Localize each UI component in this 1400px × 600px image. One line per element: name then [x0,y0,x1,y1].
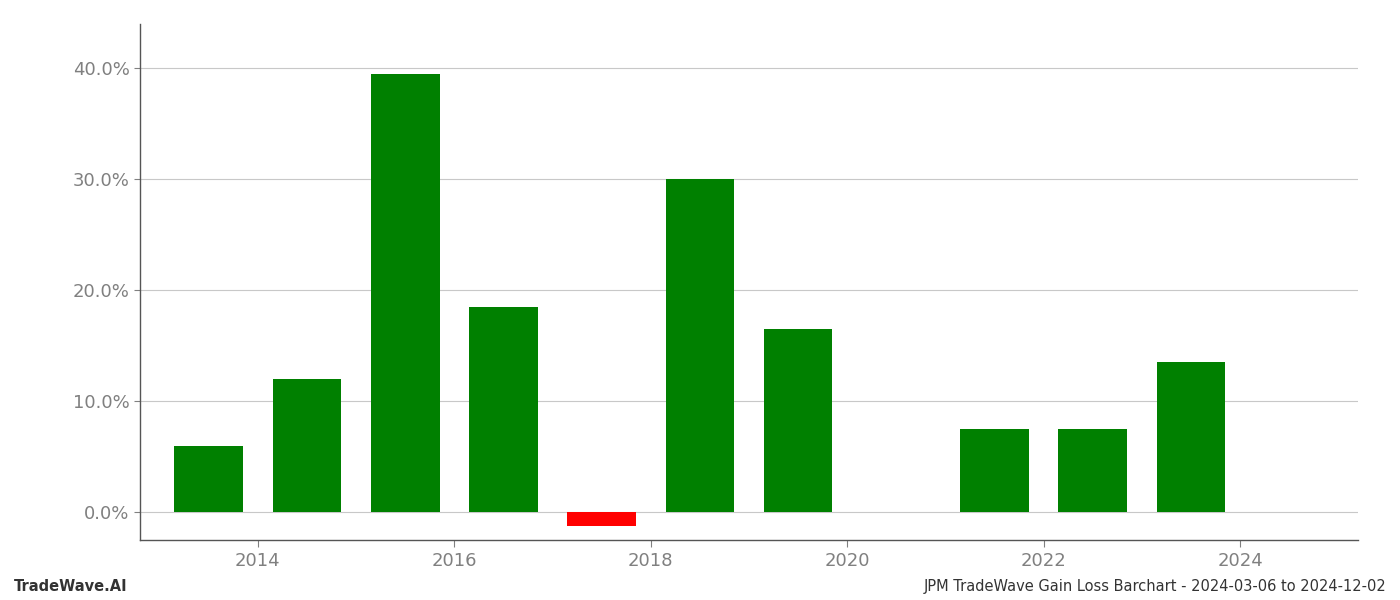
Bar [665,179,734,512]
Bar [960,429,1029,512]
Text: JPM TradeWave Gain Loss Barchart - 2024-03-06 to 2024-12-02: JPM TradeWave Gain Loss Barchart - 2024-… [923,579,1386,594]
Bar [567,512,636,526]
Bar [273,379,342,512]
Bar [1058,429,1127,512]
Bar [371,74,440,512]
Text: TradeWave.AI: TradeWave.AI [14,579,127,594]
Bar [469,307,538,512]
Bar [1156,362,1225,512]
Bar [175,446,244,512]
Bar [764,329,833,512]
